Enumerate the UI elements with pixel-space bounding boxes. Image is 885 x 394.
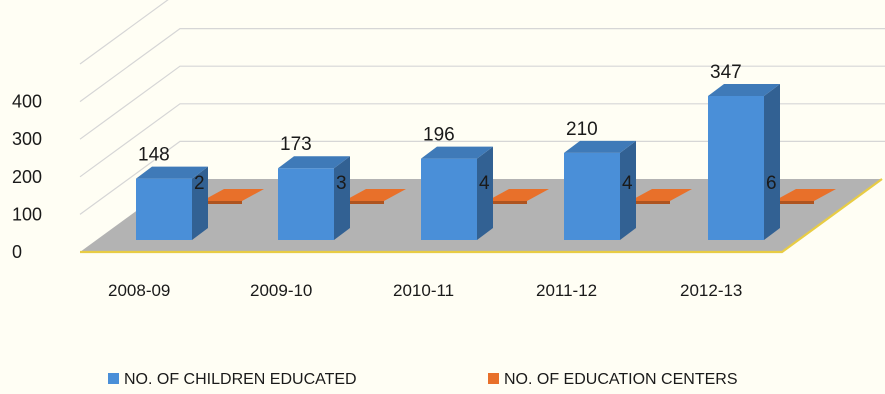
gridlines	[79, 0, 885, 215]
data-label-children-educated: 173	[280, 134, 312, 155]
bar-children-educated	[421, 146, 493, 240]
x-tick-label: 2012-13	[680, 281, 742, 300]
bar-education-centers	[344, 189, 406, 204]
data-label-children-educated: 347	[710, 62, 742, 83]
y-tick-label: 100	[12, 204, 42, 224]
legend-swatch-children-educated	[108, 373, 119, 384]
bar-education-centers	[487, 189, 549, 204]
data-label-children-educated: 148	[138, 145, 170, 166]
bar-children-educated	[136, 166, 208, 240]
data-label-education-centers: 6	[766, 173, 777, 194]
data-label-children-educated: 196	[423, 125, 455, 146]
y-tick-label: 400	[12, 92, 42, 112]
x-tick-label: 2010-11	[393, 281, 454, 300]
legend-label-children-educated: NO. OF CHILDREN EDUCATED	[124, 371, 357, 388]
y-tick-label: 0	[12, 242, 22, 262]
gridline	[79, 28, 885, 103]
legend-swatch-education-centers	[488, 373, 499, 384]
gridline	[79, 103, 885, 178]
legend-label-education-centers: NO. OF EDUCATION CENTERS	[504, 371, 738, 388]
gridline	[79, 0, 169, 65]
data-label-children-educated: 210	[566, 119, 598, 140]
floor-edge	[80, 178, 883, 254]
bar-children-educated	[708, 83, 780, 241]
y-tick-label: 300	[12, 129, 42, 149]
y-axis-ticks: 0 100 200 300 400	[12, 92, 42, 262]
x-axis-ticks: 2008-09 2009-10 2010-11 2011-12 2012-13	[108, 281, 742, 300]
data-label-education-centers: 3	[336, 173, 347, 194]
bar-education-centers	[630, 189, 692, 204]
bar-children-educated	[564, 140, 636, 240]
x-tick-label: 2008-09	[108, 281, 170, 300]
x-tick-label: 2009-10	[250, 281, 312, 300]
bar-education-centers	[774, 189, 836, 204]
y-tick-label: 200	[12, 167, 42, 187]
x-tick-label: 2011-12	[536, 281, 597, 300]
data-label-education-centers: 4	[622, 173, 633, 194]
data-label-education-centers: 2	[194, 173, 205, 194]
legend: NO. OF CHILDREN EDUCATED NO. OF EDUCATIO…	[108, 371, 738, 388]
bar-children-educated	[278, 156, 350, 240]
bar-education-centers	[202, 189, 264, 204]
bars	[136, 83, 836, 241]
data-labels: 2 3 4 4 6 148 173 196 210 347	[138, 62, 777, 194]
gridline	[79, 140, 885, 215]
data-label-education-centers: 4	[479, 173, 490, 194]
gridline	[79, 65, 885, 140]
